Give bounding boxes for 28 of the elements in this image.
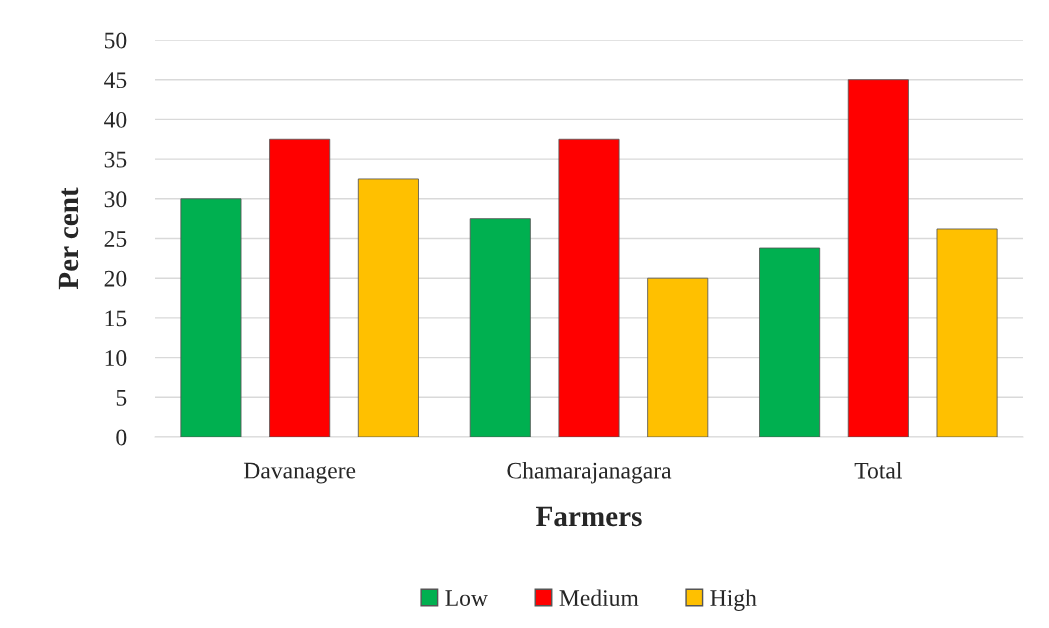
y-tick-label: 5 <box>116 390 127 406</box>
bar <box>558 138 620 437</box>
x-tick-label: Davanagere <box>243 462 356 484</box>
bar <box>936 228 998 437</box>
legend-label: High <box>710 589 757 611</box>
y-tick-label: 30 <box>104 191 127 208</box>
x-tick-label: Chamarajanagara <box>507 462 672 484</box>
legend-label: Medium <box>559 589 639 607</box>
y-tick-label: 25 <box>104 231 127 247</box>
y-tick-label: 40 <box>104 111 127 128</box>
y-tick-label: 20 <box>104 270 127 287</box>
x-axis-title: Farmers <box>536 506 642 527</box>
y-tick-label: 45 <box>104 72 127 89</box>
x-tick-label: Total <box>854 462 902 479</box>
y-tick-label: 35 <box>104 151 127 168</box>
y-tick-label: 15 <box>105 310 127 327</box>
bar <box>269 138 331 437</box>
bar <box>180 198 242 437</box>
legend-label: Low <box>445 590 488 607</box>
y-tick-label: 50 <box>104 32 127 49</box>
bar <box>647 277 709 437</box>
y-tick-label: 0 <box>116 429 127 446</box>
y-axis-title: Per cent <box>58 187 79 290</box>
bar <box>469 218 531 437</box>
bar <box>759 247 821 437</box>
y-tick-label: 10 <box>105 350 127 367</box>
bar <box>357 178 419 437</box>
bar <box>847 79 909 437</box>
